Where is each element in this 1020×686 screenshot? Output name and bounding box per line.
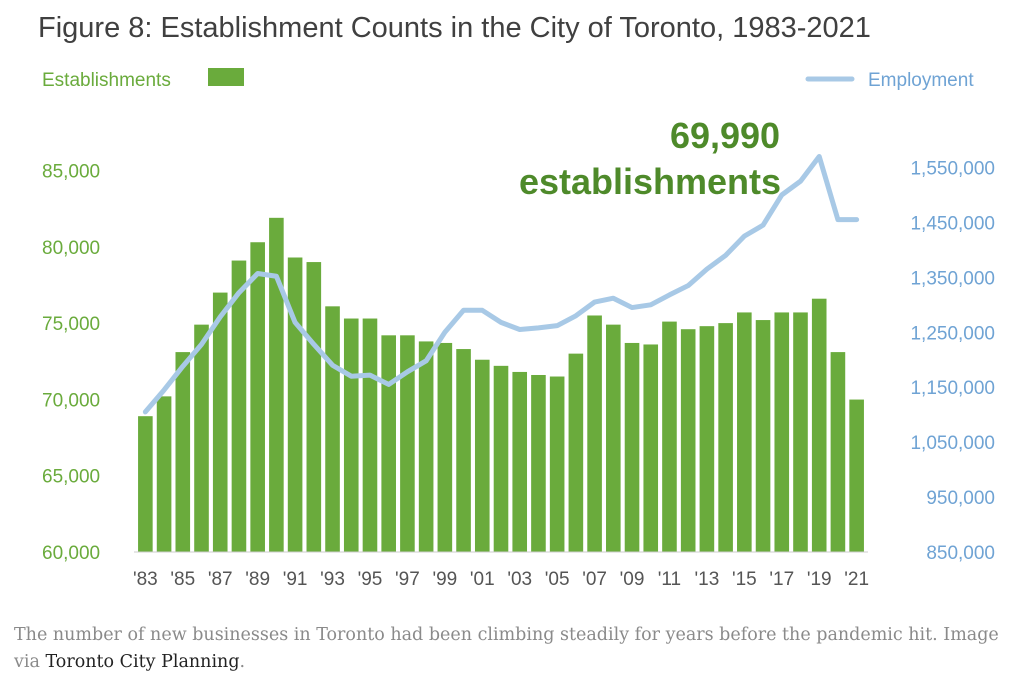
bar-2015 xyxy=(737,312,752,552)
x-tick-label: '97 xyxy=(395,569,420,590)
bar-2020 xyxy=(830,352,846,552)
x-tick-label: '05 xyxy=(545,569,570,590)
x-tick-label: '87 xyxy=(208,569,233,590)
bar-2007 xyxy=(587,315,602,552)
bar-2008 xyxy=(606,324,621,552)
bar-1985 xyxy=(175,352,191,552)
annotation-label: establishments xyxy=(519,161,781,202)
legend-establishments-swatch xyxy=(208,68,244,86)
y-left-tick-label: 85,000 xyxy=(42,162,100,183)
x-tick-label: '85 xyxy=(170,569,195,590)
bar-1996 xyxy=(381,335,396,552)
x-tick-label: '99 xyxy=(432,569,457,590)
bar-2002 xyxy=(493,365,509,552)
y-right-tick-label: 850,000 xyxy=(926,543,995,564)
x-tick-label: '83 xyxy=(133,569,158,590)
y-right-tick-label: 1,450,000 xyxy=(910,213,995,234)
bar-2018 xyxy=(793,312,808,552)
bar-2004 xyxy=(531,374,546,552)
y-right-tick-label: 1,150,000 xyxy=(910,378,995,399)
bar-1998 xyxy=(418,341,434,552)
bar-2006 xyxy=(568,353,584,552)
bar-1991 xyxy=(287,257,303,552)
x-tick-label: '21 xyxy=(844,569,869,590)
bar-2011 xyxy=(662,321,677,552)
bar-1990 xyxy=(269,217,284,552)
y-right-tick-label: 1,350,000 xyxy=(910,268,995,289)
bar-1997 xyxy=(400,335,415,552)
bar-2003 xyxy=(512,371,528,552)
bar-1989 xyxy=(250,242,265,553)
x-axis: '83 '85 '87 '89 '91 '93 '95 '97 '99 '01 '03 '05 '07 '… xyxy=(133,569,869,590)
caption-source-link[interactable]: Toronto City Planning xyxy=(45,652,240,672)
x-tick-label: '19 xyxy=(807,569,832,590)
bar-2000 xyxy=(456,349,471,552)
y-right-tick-label: 1,250,000 xyxy=(910,323,995,344)
x-tick-label: '95 xyxy=(358,569,383,590)
y-axis-right: 850,000 950,000 1,050,000 1,150,000 1,250,00… xyxy=(910,158,995,564)
x-tick-label: '15 xyxy=(732,569,757,590)
bar-1983 xyxy=(138,416,153,552)
x-tick-label: '11 xyxy=(658,569,681,590)
chart: Figure 8: Establishment Counts in the Ci… xyxy=(38,12,995,590)
bar-2012 xyxy=(680,329,696,552)
bar-2005 xyxy=(549,376,565,552)
bar-2019 xyxy=(811,298,827,552)
bar-2009 xyxy=(624,342,640,552)
employment-line xyxy=(142,153,860,415)
y-left-tick-label: 75,000 xyxy=(42,314,100,335)
y-right-tick-label: 1,050,000 xyxy=(910,433,995,454)
bar-2013 xyxy=(699,326,715,552)
bar-1986 xyxy=(194,324,209,552)
x-tick-label: '17 xyxy=(769,569,794,590)
y-left-tick-label: 60,000 xyxy=(42,543,100,564)
x-tick-label: '13 xyxy=(695,569,720,590)
bar-1995 xyxy=(362,318,378,552)
y-right-tick-label: 1,550,000 xyxy=(910,158,995,179)
bar-2010 xyxy=(643,344,659,552)
annotation-value: 69,990 xyxy=(670,115,780,156)
bar-2001 xyxy=(474,359,490,552)
figure-caption: The number of new businesses in Toronto … xyxy=(14,622,1014,676)
x-tick-label: '93 xyxy=(320,569,345,590)
bar-2016 xyxy=(755,320,771,552)
x-tick-label: '89 xyxy=(245,569,270,590)
bar-1988 xyxy=(231,260,247,552)
caption-suffix: . xyxy=(239,652,246,672)
bar-2014 xyxy=(718,323,733,552)
bar-1987 xyxy=(212,292,228,552)
x-tick-label: '91 xyxy=(283,569,308,590)
x-tick-label: '03 xyxy=(507,569,532,590)
bar-2021 xyxy=(849,399,864,552)
legend-employment-label: Employment xyxy=(868,70,974,91)
y-axis-left: 60,000 65,000 70,000 75,000 80,000 85,000 xyxy=(42,162,100,564)
y-left-tick-label: 65,000 xyxy=(42,467,100,488)
caption-text: The number of new businesses in Toronto … xyxy=(14,625,999,672)
bar-1984 xyxy=(156,396,172,552)
y-left-tick-label: 70,000 xyxy=(42,390,100,411)
establishment-bars xyxy=(138,217,864,553)
x-tick-label: '01 xyxy=(470,569,495,590)
chart-title: Figure 8: Establishment Counts in the Ci… xyxy=(38,12,871,44)
bar-1999 xyxy=(437,342,453,552)
bar-2017 xyxy=(774,312,790,552)
bar-1992 xyxy=(306,262,322,552)
legend-establishments-label: Establishments xyxy=(42,70,171,91)
y-right-tick-label: 950,000 xyxy=(926,488,995,509)
bar-1993 xyxy=(325,306,340,552)
y-left-tick-label: 80,000 xyxy=(42,238,100,259)
bar-1994 xyxy=(343,318,359,552)
x-tick-label: '09 xyxy=(620,569,645,590)
x-tick-label: '07 xyxy=(582,569,607,590)
